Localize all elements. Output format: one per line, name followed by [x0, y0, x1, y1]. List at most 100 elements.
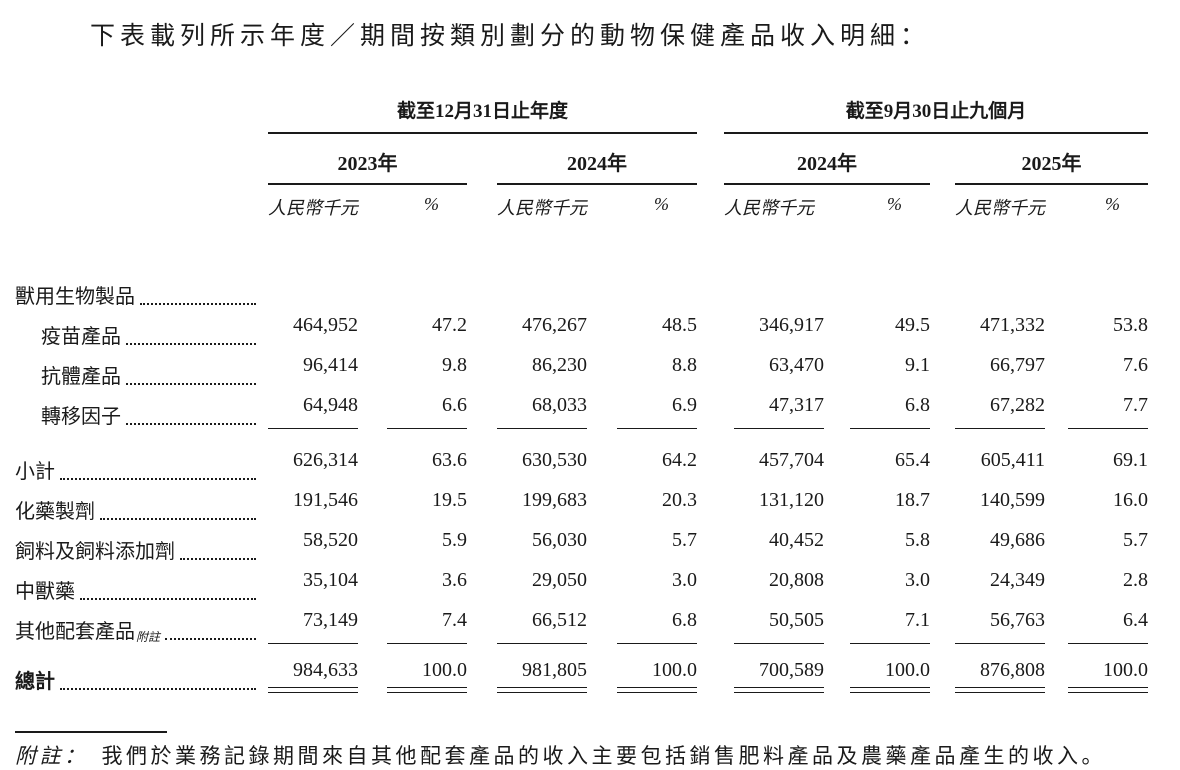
percent-value: 65.4	[895, 449, 930, 471]
amount-value: 49,686	[990, 529, 1045, 551]
unit-label: 人民幣千元	[724, 198, 814, 218]
header-spacer	[15, 147, 268, 185]
percent-value: 3.0	[672, 569, 697, 591]
row-label: 化藥製劑	[15, 485, 268, 525]
revenue-breakdown-table: 截至12月31日止年度 截至9月30日止九個月 2023年 2024年 2024…	[15, 96, 1180, 695]
column-gap	[697, 270, 724, 310]
column-gap	[697, 655, 724, 695]
row-label: 抗體產品	[15, 350, 268, 390]
amount-value	[268, 270, 357, 310]
percent-value: 100.0	[582, 655, 697, 695]
amount-value: 984,633	[268, 655, 358, 695]
amount-value: 630,530	[522, 449, 587, 471]
percent-value: 7.6	[1123, 354, 1148, 376]
percent-value: 5.9	[442, 529, 467, 551]
amount-value: 68,033	[497, 390, 587, 430]
column-gap	[930, 390, 955, 430]
amount-value: 464,952	[293, 314, 358, 336]
amount-value: 626,314	[293, 449, 358, 471]
column-group-annual-header: 截至12月31日止年度	[268, 96, 697, 134]
percent-value: 5.8	[905, 529, 930, 551]
row-label: 其他配套產品 附註	[15, 605, 268, 645]
amount-value: 199,683	[522, 489, 587, 511]
amount-value: 66,512	[497, 605, 587, 645]
amount-value: 86,230	[532, 354, 587, 376]
dot-leader	[126, 423, 256, 425]
column-gap	[467, 270, 497, 310]
row-antibody-products: 抗體產品 96,414 9.8 86,230 8.8 63,470 9.1 66…	[15, 350, 1180, 390]
column-gap	[467, 565, 497, 605]
percent-value: 7.4	[357, 605, 467, 645]
amount-value: 67,282	[955, 390, 1045, 430]
percent-value: 6.9	[582, 390, 697, 430]
column-gap	[467, 390, 497, 430]
row-label: 總計	[15, 655, 268, 695]
amount-value: 73,149	[268, 605, 358, 645]
amount-value: 346,917	[759, 314, 824, 336]
amount-value: 63,470	[769, 354, 824, 376]
footnote-divider	[15, 731, 167, 733]
percent-value: 7.1	[824, 605, 930, 645]
column-gap	[697, 605, 724, 645]
amount-value: 471,332	[980, 314, 1045, 336]
percent-value: 48.5	[662, 314, 697, 336]
column-gap	[697, 194, 724, 220]
amount-value: 700,589	[724, 655, 824, 695]
percent-value: 100.0	[824, 655, 930, 695]
note-reference: 附註	[136, 630, 161, 644]
percent-value: 6.4	[1040, 605, 1148, 645]
column-gap	[930, 270, 955, 310]
column-gap	[467, 310, 497, 350]
percent-label: %	[424, 194, 439, 214]
percent-label: %	[887, 194, 902, 214]
column-gap	[930, 485, 955, 525]
column-gap	[467, 194, 497, 220]
percent-value: 20.3	[662, 489, 697, 511]
percent-value: 6.6	[357, 390, 467, 430]
row-veterinary-biologics: 獸用生物製品	[15, 270, 1180, 310]
year-header-2024-interim: 2024年	[724, 147, 930, 185]
percent-value: 69.1	[1113, 449, 1148, 471]
column-gap	[467, 525, 497, 565]
amount-value: 876,808	[955, 655, 1045, 695]
percent-value: 3.0	[905, 569, 930, 591]
amount-value: 58,520	[303, 529, 358, 551]
column-gap	[467, 655, 497, 695]
table-body: 獸用生物製品 疫苗產品 464,952 47.2 476,267	[15, 270, 1180, 695]
percent-value: 49.5	[895, 314, 930, 336]
percent-value: 6.8	[824, 390, 930, 430]
amount-value	[497, 270, 582, 310]
unit-label: 人民幣千元	[268, 198, 358, 218]
column-gap	[697, 390, 724, 430]
dot-leader	[180, 558, 256, 560]
amount-value: 40,452	[769, 529, 824, 551]
percent-label: %	[1105, 194, 1120, 214]
percent-value: 64.2	[662, 449, 697, 471]
amount-value: 50,505	[724, 605, 824, 645]
amount-value: 140,599	[980, 489, 1045, 511]
amount-value: 476,267	[522, 314, 587, 336]
amount-value: 47,317	[724, 390, 824, 430]
row-subtotal: 小計 626,314 63.6 630,530 64.2 457,704 65.…	[15, 445, 1180, 485]
amount-value	[955, 270, 1040, 310]
percent-value	[824, 270, 930, 310]
year-header-2023: 2023年	[268, 147, 467, 185]
percent-value	[582, 270, 697, 310]
row-transfer-factor: 轉移因子 64,948 6.6 68,033 6.9 47,317 6.8 67…	[15, 390, 1180, 430]
percent-value	[357, 270, 467, 310]
percent-value: 3.6	[442, 569, 467, 591]
header-spacer	[15, 96, 268, 134]
percent-value: 53.8	[1113, 314, 1148, 336]
table-header-groups: 截至12月31日止年度 截至9月30日止九個月	[15, 96, 1180, 134]
percent-value: 8.8	[672, 354, 697, 376]
amount-value: 191,546	[293, 489, 358, 511]
column-gap	[930, 525, 955, 565]
percent-value: 6.8	[582, 605, 697, 645]
column-gap	[467, 350, 497, 390]
amount-value: 981,805	[497, 655, 587, 695]
year-header-2024: 2024年	[497, 147, 697, 185]
column-gap	[697, 485, 724, 525]
table-header-years: 2023年 2024年 2024年 2025年	[15, 147, 1180, 185]
row-label: 中獸藥	[15, 565, 268, 605]
header-spacer	[15, 194, 268, 220]
